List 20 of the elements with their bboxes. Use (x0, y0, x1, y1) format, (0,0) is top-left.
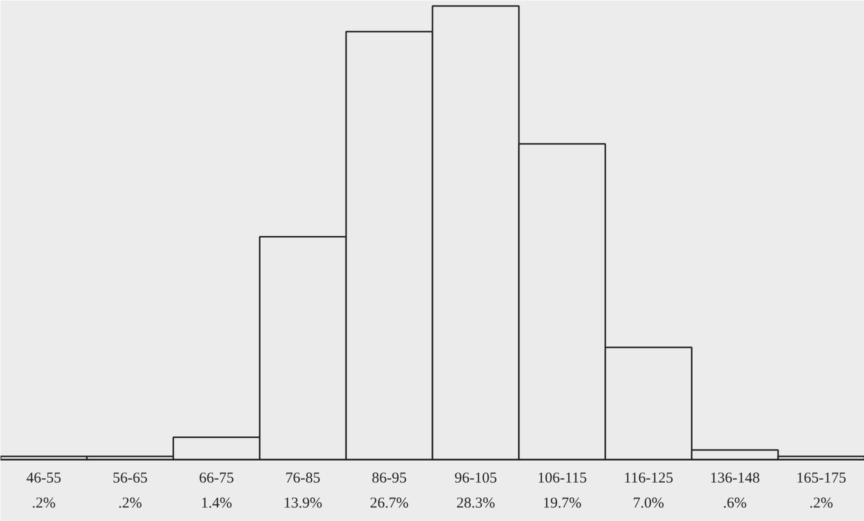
data-label: .2% (32, 495, 56, 512)
data-label: .6% (723, 495, 747, 512)
data-label: 7.0% (632, 495, 664, 512)
data-label: 28.3% (456, 495, 496, 512)
data-label: 13.9% (284, 495, 322, 512)
x-tick-label: 165-175 (796, 470, 846, 487)
x-tick-label: 86-95 (372, 470, 407, 487)
data-label: .2% (809, 495, 834, 512)
data-label: 26.7% (370, 495, 409, 512)
data-label: .2% (118, 495, 142, 512)
x-tick-label: 136-148 (710, 470, 760, 487)
x-tick-label: 106-115 (537, 470, 587, 487)
x-tick-label: 96-105 (454, 470, 497, 487)
data-label: 19.7% (542, 495, 582, 512)
x-tick-label: 116-125 (624, 470, 674, 487)
data-label: 1.4% (200, 495, 232, 512)
x-tick-label: 76-85 (285, 470, 320, 487)
x-tick-label: 66-75 (199, 470, 234, 487)
x-tick-label: 46-55 (26, 470, 62, 487)
x-tick-label: 56-65 (112, 470, 148, 487)
